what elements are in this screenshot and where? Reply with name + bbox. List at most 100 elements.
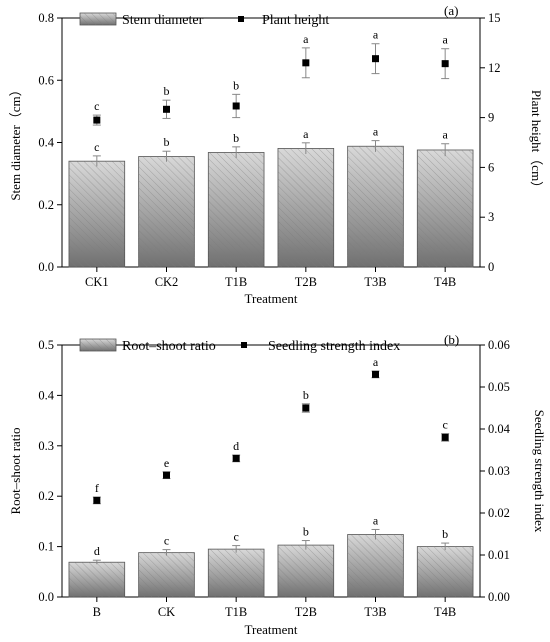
x-tick-label: T2B — [295, 275, 317, 289]
bar-hatch — [138, 156, 195, 267]
x-tick-label: T3B — [364, 275, 386, 289]
data-point — [302, 59, 310, 67]
y-tick-label-left: 0.0 — [38, 590, 54, 604]
legend-swatch-hatch — [80, 13, 116, 25]
bar-hatch — [277, 545, 334, 597]
x-tick-label: T3B — [364, 605, 386, 619]
bar-significance-letter: b — [303, 525, 309, 539]
bar-significance-letter: b — [233, 131, 239, 145]
y-tick-label-left: 0.5 — [38, 338, 54, 352]
legend-swatch-hatch — [80, 339, 116, 351]
y-tick-label-right: 0.00 — [488, 590, 510, 604]
y-tick-label-right: 0.06 — [488, 338, 510, 352]
x-tick-label: CK2 — [155, 275, 179, 289]
x-tick-label: B — [93, 605, 101, 619]
y-tick-label-right: 6 — [488, 160, 494, 174]
legend-label-plant-height: Plant height — [262, 13, 329, 28]
y-tick-label-left: 0.4 — [38, 388, 54, 402]
point-significance-letter: d — [233, 439, 239, 453]
data-point — [232, 102, 240, 110]
point-significance-letter: a — [303, 32, 309, 46]
bar-hatch — [208, 549, 265, 597]
bar-significance-letter: a — [303, 127, 309, 141]
point-significance-letter: c — [443, 418, 448, 432]
y-tick-label-right: 0.02 — [488, 506, 510, 520]
y-tick-label-right: 9 — [488, 111, 494, 125]
point-significance-letter: b — [164, 84, 170, 98]
y-tick-label-right: 0 — [488, 260, 494, 274]
y-tick-label-right: 0.01 — [488, 548, 510, 562]
bar-significance-letter: a — [373, 125, 379, 139]
x-tick-label: T1B — [225, 275, 247, 289]
y-axis-title-left: Stem diameter（cm） — [8, 83, 23, 200]
panel-label-b: (b) — [444, 332, 459, 347]
y-tick-label-left: 0.3 — [38, 439, 54, 453]
y-tick-label-left: 0.4 — [38, 136, 54, 150]
point-significance-letter: f — [95, 481, 99, 495]
x-tick-label: T4B — [434, 605, 456, 619]
data-point — [163, 105, 170, 113]
legend: Root–shoot ratio Seedling strength index — [79, 338, 400, 354]
y-tick-label-right: 0.03 — [488, 464, 510, 478]
y-axis-title-left: Root–shoot ratio — [8, 427, 23, 514]
x-tick-label: T2B — [295, 605, 317, 619]
data-point — [302, 404, 310, 412]
y-tick-label-left: 0.1 — [38, 540, 54, 554]
y-tick-label-left: 0.0 — [38, 260, 54, 274]
bar-significance-letter: b — [442, 527, 448, 541]
bar-significance-letter: c — [164, 534, 169, 548]
bar-hatch — [347, 534, 404, 597]
y-tick-label-right: 0.04 — [488, 422, 511, 436]
point-significance-letter: b — [233, 78, 239, 92]
point-significance-letter: e — [164, 456, 169, 470]
x-axis-title: Treatment — [245, 622, 298, 637]
y-tick-label-right: 3 — [488, 210, 494, 224]
bar-hatch — [68, 562, 125, 597]
y-axis-title-right: Seedling strength index — [532, 410, 547, 533]
point-significance-letter: b — [303, 388, 309, 402]
legend-label-root-shoot-ratio: Root–shoot ratio — [122, 339, 216, 354]
x-axis-title: Treatment — [245, 291, 298, 306]
point-significance-letter: a — [373, 355, 379, 369]
point-significance-letter: a — [373, 28, 379, 42]
panel-label-a: (a) — [444, 3, 458, 18]
bar-hatch — [417, 546, 474, 597]
bar-significance-letter: b — [164, 135, 170, 149]
bar-significance-letter: c — [94, 140, 99, 154]
bar-significance-letter: a — [443, 128, 449, 142]
bar-hatch — [417, 149, 474, 267]
y-tick-label-left: 0.6 — [38, 73, 54, 87]
bar-significance-letter: a — [373, 513, 379, 527]
point-significance-letter: c — [94, 99, 99, 113]
point-significance-letter: a — [443, 33, 449, 47]
x-tick-label: T4B — [434, 275, 456, 289]
panel-a: c b b a a a c b b a a a 0.0 0.2 0.4 0.6 0.8 0 3 6 9 12 15 CK1… — [8, 3, 544, 306]
y-tick-label-left: 0.2 — [38, 198, 54, 212]
bar-significance-letter: c — [234, 530, 239, 544]
legend-label-stem-diameter: Stem diameter — [122, 13, 204, 28]
data-point — [232, 454, 240, 462]
y-axis-title-right: Plant height（cm） — [529, 90, 544, 194]
legend-marker-plant-height — [238, 16, 244, 22]
data-point — [372, 370, 379, 378]
data-point — [163, 471, 170, 479]
legend-marker-seedling-strength-index — [241, 342, 247, 348]
data-point — [93, 116, 101, 124]
data-point — [372, 55, 379, 63]
x-tick-label: CK — [158, 605, 175, 619]
data-point — [441, 433, 449, 441]
panel-b: d c c b a b f e d b a c 0.0 0.1 0.2 0.3 0.4 0.5 0.00 0.01… — [8, 332, 547, 637]
y-tick-label-left: 0.2 — [38, 489, 54, 503]
y-tick-label-right: 15 — [488, 11, 501, 25]
bar-hatch — [347, 146, 404, 267]
bar-hatch — [208, 152, 265, 267]
data-point — [93, 496, 101, 504]
legend-label-seedling-strength-index: Seedling strength index — [268, 339, 400, 354]
y-tick-label-left: 0.8 — [38, 11, 54, 25]
y-tick-label-right: 0.05 — [488, 380, 510, 394]
bar-hatch — [277, 148, 334, 267]
x-tick-label: CK1 — [85, 275, 109, 289]
bar-significance-letter: d — [94, 544, 100, 558]
x-tick-label: T1B — [225, 605, 247, 619]
